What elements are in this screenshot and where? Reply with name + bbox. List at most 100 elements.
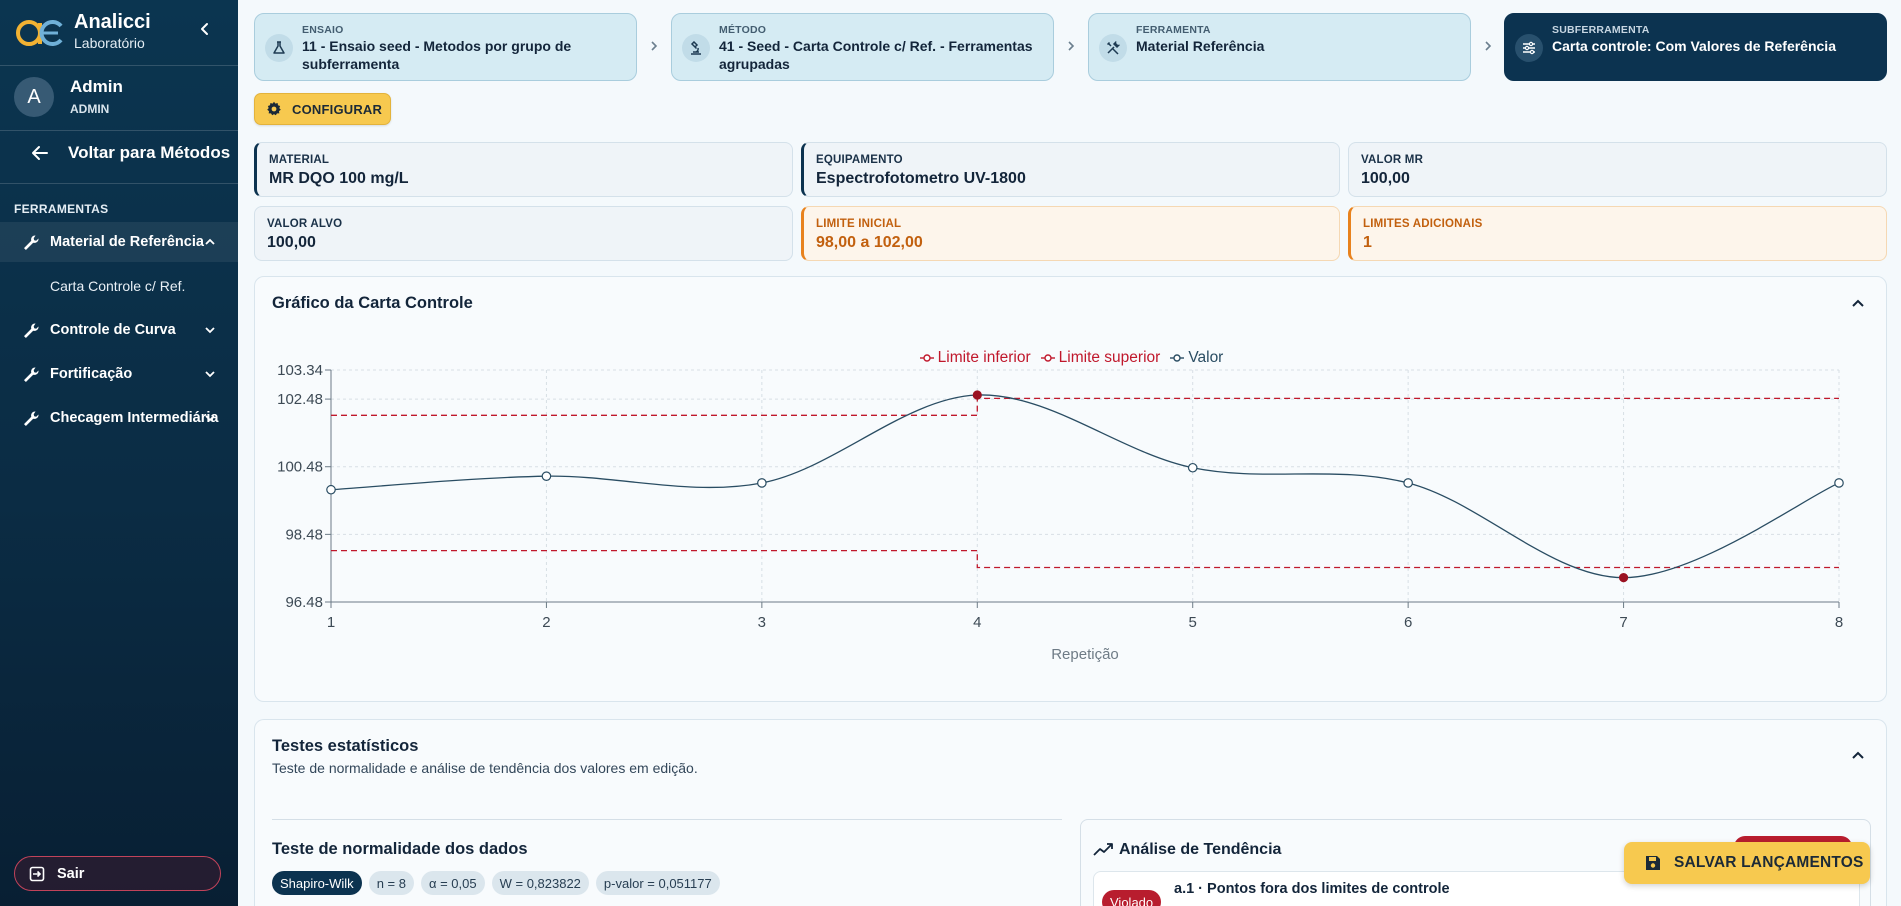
sidebar-item-checagem-intermediaria[interactable]: Checagem Intermediária [0,398,238,438]
data-point [326,484,336,495]
logout-label: Sair [57,865,85,882]
analicci-logo-icon [16,20,63,46]
sidebar-divider [0,130,238,131]
info-card-initial-limit: LIMITE INICIAL 98,00 a 102,00 [801,206,1340,261]
breadcrumb-step-ferramenta[interactable]: FERRAMENTA Material Referência [1088,13,1471,81]
configure-button[interactable]: CONFIGURAR [254,93,391,125]
x-tick-label: 4 [973,614,981,631]
sidebar-item-fortificacao[interactable]: Fortificação [0,354,238,394]
info-card-target: VALOR ALVO 100,00 [254,206,793,261]
tools-icon [1099,34,1127,62]
out-of-control-point [1618,573,1629,583]
x-axis-label: Repetição [1051,646,1119,663]
x-tick-label: 7 [1619,614,1627,631]
chart-panel-title: Gráfico da Carta Controle [272,294,473,312]
chevron-down-icon [205,415,215,422]
step-key: FERRAMENTA [1136,24,1211,36]
microscope-icon [682,34,710,62]
chip-w: W = 0,823822 [491,871,589,895]
x-tick-label: 2 [542,614,550,631]
step-key: SUBFERRAMENTA [1552,24,1650,36]
data-point [541,471,552,481]
normality-title: Teste de normalidade dos dados [272,840,528,858]
breadcrumb-chevron-icon [1068,41,1075,51]
normality-chips: Shapiro-Wilk n = 8 α = 0,05 W = 0,823822… [272,871,720,895]
y-tick-label: 102.48 [277,391,323,408]
sidebar: Analicci Laboratório A Admin ADMIN Volta… [0,0,238,906]
step-key: ENSAIO [302,24,344,36]
info-value: 100,00 [1361,170,1410,187]
chevron-down-icon [205,371,215,378]
breadcrumb-step-subferramenta[interactable]: SUBFERRAMENTA Carta controle: Com Valore… [1504,13,1887,81]
save-label: SALVAR LANÇAMENTOS [1674,854,1864,871]
back-to-methods-link[interactable]: Voltar para Métodos [30,143,230,163]
info-card-equipment: EQUIPAMENTO Espectrofotometro UV-1800 [801,142,1340,197]
sidebar-divider [0,65,238,66]
sidebar-subitem-carta-controle[interactable]: Carta Controle c/ Ref. [50,278,186,294]
avatar: A [14,77,54,117]
value-line [330,394,1840,579]
chip-alpha: α = 0,05 [420,871,485,895]
step-value: 41 - Seed - Carta Controle c/ Ref. - Fer… [719,38,1033,72]
legend-label: Limite inferior [937,349,1031,366]
chevron-up-icon [205,238,215,245]
collapse-sidebar-icon[interactable] [196,20,214,38]
back-label: Voltar para Métodos [68,143,231,162]
tools-section-title: FERRAMENTAS [14,202,109,216]
app-subtitle: Laboratório [74,35,145,51]
info-value: MR DQO 100 mg/L [269,170,409,187]
y-tick-label: 100.48 [277,459,323,476]
step-value: Carta controle: Com Valores de Referênci… [1552,38,1836,54]
info-key: MATERIAL [269,154,330,166]
configure-label: CONFIGURAR [292,101,383,117]
user-role: ADMIN [70,102,110,116]
sidebar-divider [0,183,238,184]
breadcrumb-step-metodo[interactable]: MÉTODO 41 - Seed - Carta Controle c/ Ref… [671,13,1054,81]
legend-item-upper-limit[interactable]: Limite superior [1040,349,1160,367]
data-point [757,478,767,488]
wrench-icon [24,235,39,250]
sidebar-item-label: Fortificação [50,366,133,382]
y-tick-label: 96.48 [285,594,323,611]
chevron-down-icon [205,327,215,334]
breadcrumb-chevron-icon [1485,41,1492,51]
data-point [1187,462,1198,473]
sidebar-item-material-referencia[interactable]: Material de Referência [0,222,238,262]
chip-n: n = 8 [368,871,414,895]
sidebar-item-label: Material de Referência [50,234,204,250]
info-key: LIMITES ADICIONAIS [1363,218,1483,230]
user-name: Admin [70,77,123,96]
breadcrumb-step-ensaio[interactable]: ENSAIO 11 - Ensaio seed - Metodos por gr… [254,13,637,81]
info-card-material: MATERIAL MR DQO 100 mg/L [254,142,793,197]
chevron-up-icon[interactable] [1850,747,1866,763]
limit-line-0 [331,549,1839,569]
sliders-icon [1515,34,1543,62]
info-value: 98,00 a 102,00 [816,234,923,251]
wrench-icon [24,411,39,426]
info-value: 100,00 [267,234,316,251]
chevron-up-icon[interactable] [1850,295,1866,311]
logout-icon [29,866,45,881]
info-key: EQUIPAMENTO [816,154,903,166]
sidebar-item-label: Controle de Curva [50,322,176,338]
info-value: Espectrofotometro UV-1800 [816,170,1026,187]
x-tick-label: 1 [327,614,335,631]
rule-status-badge: Violado [1102,890,1162,906]
gear-icon [267,101,281,116]
step-key: MÉTODO [719,24,767,36]
out-of-control-point [972,390,982,400]
info-key: LIMITE INICIAL [816,218,902,230]
rule-text: a.1 · Pontos fora dos limites de control… [1174,881,1450,897]
logout-button[interactable]: Sair [14,856,221,891]
save-icon [1646,856,1660,870]
sidebar-item-controle-curva[interactable]: Controle de Curva [0,310,238,350]
control-chart-panel: Gráfico da Carta Controle Limite inferio… [254,276,1887,702]
info-card-extra-limits: LIMITES ADICIONAIS 1 [1348,206,1887,261]
save-entries-button[interactable]: SALVAR LANÇAMENTOS [1624,842,1870,884]
flask-icon [265,34,293,62]
step-value: Material Referência [1136,38,1265,54]
legend-item-value[interactable]: Valor [1170,349,1223,367]
legend-item-lower-limit[interactable]: Limite inferior [919,349,1031,367]
divider [272,819,1062,820]
sidebar-item-label: Checagem Intermediária [50,410,219,426]
